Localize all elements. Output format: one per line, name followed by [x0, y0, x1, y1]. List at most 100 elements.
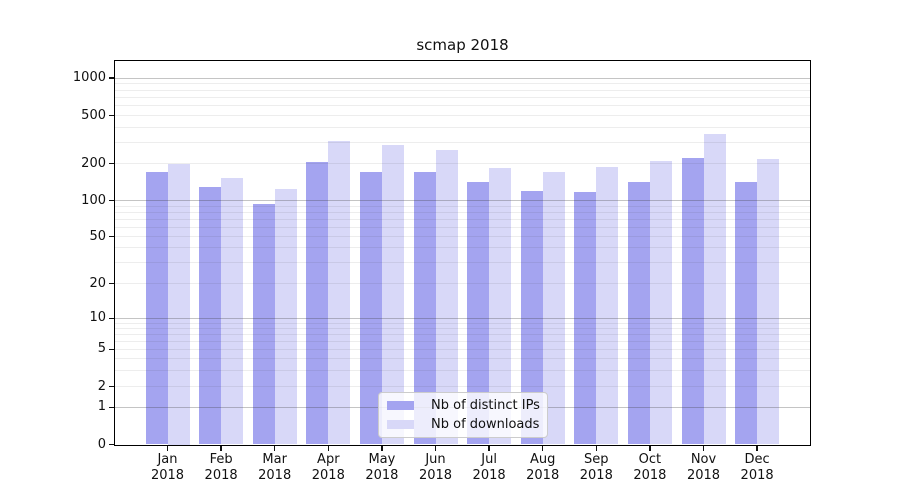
x-tick-mark-jan — [166, 445, 169, 451]
gridline-60 — [115, 226, 810, 228]
bar-distinct-ips-sep — [574, 192, 597, 445]
y-tick-label-5: 5 — [97, 341, 106, 357]
y-tick-label-1000: 1000 — [72, 70, 106, 85]
x-tick-label-jan: Jan 2018 — [150, 452, 185, 483]
gridline-1000 — [115, 77, 810, 79]
x-tick-label-jun: Jun 2018 — [418, 452, 453, 483]
x-tick-label-nov: Nov 2018 — [686, 452, 721, 483]
y-tick-mark-1 — [109, 406, 115, 408]
x-tick-mark-jun — [434, 445, 437, 451]
x-tick-label-mar: Mar 2018 — [258, 452, 292, 483]
x-tick-mark-may — [381, 445, 383, 451]
bar-downloads-feb — [221, 178, 244, 445]
x-tick-label-oct: Oct 2018 — [633, 452, 667, 483]
y-tick-mark-1000 — [109, 77, 115, 79]
y-tick-label-20: 20 — [89, 275, 106, 291]
x-tick-label-aug: Aug 2018 — [526, 452, 560, 483]
x-tick-mark-apr — [327, 445, 329, 451]
gridline-30 — [115, 262, 810, 264]
x-tick-label-feb: Feb 2018 — [204, 452, 238, 483]
bar-downloads-jan — [167, 163, 190, 445]
legend-label-downloads: Nb of downloads — [431, 417, 540, 432]
gridline-9 — [115, 322, 810, 324]
gridline-90 — [115, 205, 810, 207]
gridline-20 — [115, 283, 810, 284]
bar-downloads-dec — [757, 159, 780, 445]
gridline-70 — [115, 218, 810, 220]
chart-title: scmap 2018 — [416, 36, 509, 54]
gridline-200 — [115, 163, 810, 164]
y-tick-label-10: 10 — [89, 310, 106, 326]
gridline-300 — [115, 141, 810, 143]
y-tick-label-50: 50 — [89, 228, 106, 244]
x-tick-mark-jul — [488, 445, 490, 451]
x-tick-mark-sep — [595, 445, 597, 451]
x-tick-label-apr: Apr 2018 — [311, 452, 345, 483]
x-tick-label-may: May 2018 — [365, 452, 399, 483]
x-tick-mark-feb — [220, 445, 222, 451]
bar-downloads-sep — [596, 167, 619, 445]
legend-row-downloads: Nb of downloads — [379, 415, 547, 434]
y-tick-label-100: 100 — [81, 192, 106, 208]
bar-distinct-ips-nov — [681, 158, 704, 445]
legend: Nb of distinct IPs Nb of downloads — [378, 392, 548, 438]
x-tick-label-sep: Sep 2018 — [579, 452, 613, 483]
y-tick-mark-200 — [109, 162, 115, 165]
y-tick-mark-20 — [109, 282, 115, 285]
gridline-3 — [115, 369, 810, 371]
y-tick-mark-10 — [109, 317, 115, 319]
bar-downloads-jun — [435, 149, 458, 445]
gridline-100 — [115, 200, 810, 202]
legend-swatch-distinct-ips — [387, 400, 414, 411]
bar-downloads-mar — [274, 189, 297, 445]
bar-distinct-ips-may — [359, 172, 382, 445]
bar-downloads-nov — [703, 133, 726, 445]
gridline-10 — [115, 317, 810, 319]
x-tick-label-dec: Dec 2018 — [740, 452, 774, 483]
gridline-80 — [115, 211, 810, 213]
gridline-50 — [115, 236, 810, 237]
gridline-7 — [115, 333, 810, 335]
gridline-500 — [115, 115, 810, 116]
bar-downloads-jul — [489, 167, 512, 445]
bar-distinct-ips-jun — [413, 171, 436, 445]
y-tick-label-0: 0 — [97, 436, 106, 452]
gridline-4 — [115, 357, 810, 359]
gridline-40 — [115, 247, 810, 249]
legend-swatch-downloads — [387, 419, 414, 430]
bars-layer — [115, 61, 810, 445]
bar-distinct-ips-mar — [252, 204, 275, 445]
x-tick-mark-dec — [756, 445, 758, 451]
y-tick-label-1: 1 — [97, 399, 106, 415]
bar-distinct-ips-jul — [467, 181, 490, 445]
bar-distinct-ips-aug — [520, 191, 543, 445]
y-tick-mark-2 — [109, 386, 115, 388]
legend-row-distinct-ips: Nb of distinct IPs — [379, 396, 547, 415]
gridline-600 — [115, 105, 810, 107]
bar-downloads-apr — [328, 141, 351, 445]
x-tick-mark-nov — [702, 445, 705, 451]
bar-distinct-ips-feb — [199, 186, 222, 445]
gridline-900 — [115, 83, 810, 85]
x-tick-mark-oct — [649, 445, 651, 451]
gridline-400 — [115, 126, 810, 128]
y-tick-label-500: 500 — [81, 107, 106, 123]
gridline-8 — [115, 327, 810, 329]
bar-downloads-may — [381, 145, 404, 445]
y-tick-label-2: 2 — [97, 378, 106, 394]
x-tick-mark-mar — [274, 445, 276, 451]
bar-downloads-oct — [649, 160, 672, 445]
y-tick-mark-50 — [109, 235, 115, 238]
gridline-800 — [115, 89, 810, 91]
y-tick-mark-5 — [109, 348, 115, 350]
y-tick-mark-0 — [109, 443, 115, 446]
grid-layer — [115, 61, 810, 445]
bar-distinct-ips-oct — [627, 181, 650, 445]
legend-label-distinct-ips: Nb of distinct IPs — [431, 398, 540, 413]
y-tick-mark-500 — [109, 114, 115, 117]
bar-distinct-ips-jan — [145, 172, 168, 445]
plot-area — [115, 61, 810, 445]
x-tick-mark-aug — [542, 445, 544, 451]
gridline-700 — [115, 96, 810, 98]
